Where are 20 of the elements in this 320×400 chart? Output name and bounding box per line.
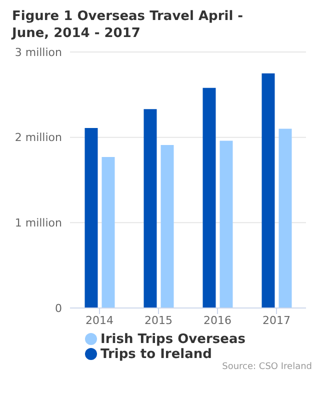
bar <box>102 156 115 308</box>
legend-label: Irish Trips Overseas <box>100 332 246 347</box>
y-tick-label: 2 million <box>14 131 62 144</box>
x-tick-label: 2015 <box>144 314 172 327</box>
chart-title: Figure 1 Overseas Travel April - June, 2014 - 2017 <box>10 8 244 42</box>
bar <box>160 145 174 308</box>
y-tick-label: 1 million <box>14 216 62 230</box>
bar <box>144 109 157 308</box>
x-tick-label: 2014 <box>86 314 114 327</box>
y-tick-label: 0 <box>55 302 62 315</box>
bar <box>262 73 275 308</box>
legend-label: Trips to Ireland <box>100 347 212 362</box>
source-note: Source: CSO Ireland <box>221 362 312 372</box>
bar <box>278 128 292 308</box>
bar <box>220 140 233 308</box>
x-tick-label: 2016 <box>204 314 232 327</box>
bar <box>84 128 98 308</box>
bar <box>202 88 216 308</box>
x-tick-label: 2017 <box>262 314 290 327</box>
y-tick-label: 3 million <box>14 46 62 59</box>
